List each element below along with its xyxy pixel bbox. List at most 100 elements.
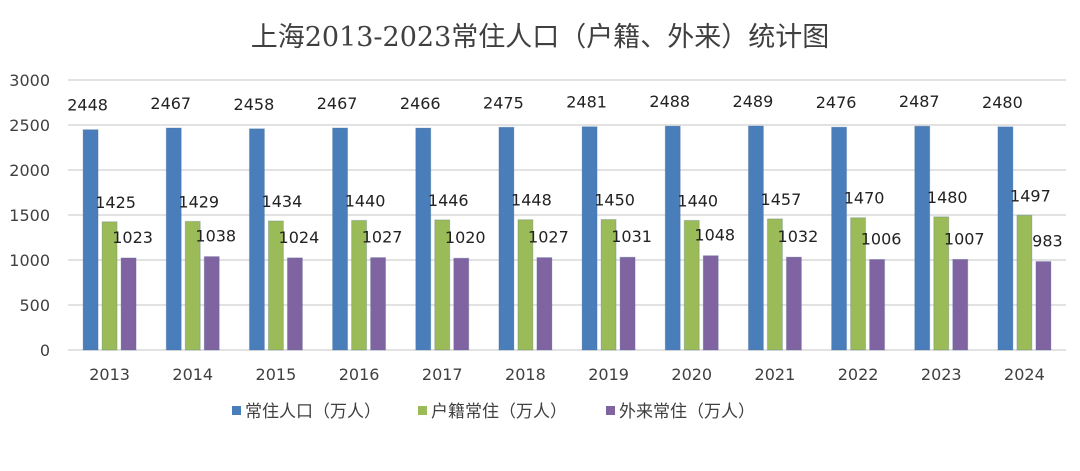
- data-label: 1006: [861, 229, 902, 248]
- x-tick-label: 2015: [256, 365, 297, 384]
- bar-2: [453, 257, 470, 351]
- bar-2: [702, 255, 719, 351]
- x-tick-label: 2013: [89, 365, 130, 384]
- data-label: 1020: [445, 228, 486, 247]
- bar-2: [785, 256, 802, 351]
- bar-0: [664, 125, 681, 351]
- x-tick-label: 2019: [588, 365, 629, 384]
- bar-1: [683, 219, 700, 351]
- data-label: 2481: [566, 93, 607, 112]
- data-label: 2487: [899, 92, 940, 111]
- bar-1: [600, 219, 617, 351]
- data-label: 2466: [400, 94, 441, 113]
- bar-2: [286, 257, 303, 351]
- data-labels: 2448 1425 1023 2467 1429 1038 2458 1434 1024 2467…: [67, 92, 1062, 251]
- data-label: 1032: [778, 227, 819, 246]
- data-label: 1023: [112, 228, 153, 247]
- data-label: 2475: [483, 93, 524, 112]
- y-tick-label: 3000: [9, 71, 50, 90]
- legend: 常住人口（万人） 户籍常住（万人） 外来常住（万人）: [232, 402, 755, 422]
- bar-2: [203, 256, 220, 351]
- data-label: 1440: [677, 191, 718, 210]
- data-label: 1434: [262, 192, 303, 211]
- chart-title: 上海2013-2023常住人口（户籍、外来）统计图: [251, 22, 830, 53]
- y-tick-label: 1500: [9, 206, 50, 225]
- y-tick-label: 500: [19, 296, 50, 315]
- bar-0: [498, 126, 515, 351]
- data-label: 1457: [761, 190, 802, 209]
- data-label: 1031: [611, 227, 652, 246]
- bar-0: [82, 129, 99, 351]
- x-axis-ticks: 2013 2014 2015 2016 2017 2018 2019 2020 2021 2022…: [89, 365, 1045, 384]
- legend-label: 户籍常住（万人）: [431, 402, 567, 422]
- y-tick-label: 2000: [9, 161, 50, 180]
- bar-1: [267, 220, 284, 351]
- legend-label: 外来常住（万人）: [619, 402, 755, 422]
- legend-swatch: [606, 406, 615, 415]
- bar-1: [351, 219, 368, 351]
- x-tick-label: 2023: [921, 365, 962, 384]
- bars: [82, 125, 1052, 351]
- data-label: 2458: [234, 95, 275, 114]
- gridlines: [68, 79, 1066, 351]
- bar-1: [434, 219, 451, 351]
- data-label: 2480: [982, 93, 1023, 112]
- x-tick-label: 2017: [422, 365, 463, 384]
- y-axis-ticks: 0 500 1000 1500 2000 2500 3000: [9, 71, 50, 360]
- bar-2: [536, 257, 553, 351]
- x-tick-label: 2014: [172, 365, 213, 384]
- x-tick-label: 2016: [339, 365, 380, 384]
- bar-1: [101, 221, 118, 351]
- bar-2: [1035, 261, 1052, 351]
- bar-0: [914, 125, 931, 351]
- bar-0: [332, 127, 349, 351]
- x-tick-label: 2024: [1004, 365, 1045, 384]
- data-label: 2467: [317, 94, 358, 113]
- data-label: 1450: [594, 191, 635, 210]
- y-tick-label: 2500: [9, 116, 50, 135]
- bar-1: [184, 220, 201, 351]
- data-label: 1470: [844, 189, 885, 208]
- x-tick-label: 2020: [671, 365, 712, 384]
- x-tick-label: 2022: [838, 365, 879, 384]
- data-label: 2448: [67, 96, 108, 115]
- data-label: 1048: [694, 226, 735, 245]
- bar-2: [952, 258, 969, 351]
- bar-0: [747, 125, 764, 351]
- legend-label: 常住人口（万人）: [245, 402, 381, 422]
- bar-2: [869, 258, 886, 351]
- data-label: 1425: [95, 193, 136, 212]
- bar-0: [831, 126, 848, 351]
- bar-1: [517, 219, 534, 351]
- data-label: 1027: [528, 228, 569, 247]
- bar-1: [933, 216, 950, 351]
- data-label: 2467: [150, 94, 191, 113]
- data-label: 1480: [927, 188, 968, 207]
- bar-0: [581, 126, 598, 351]
- bar-0: [997, 126, 1014, 351]
- bar-2: [619, 256, 636, 351]
- bar-0: [415, 127, 432, 351]
- legend-swatch: [232, 406, 241, 415]
- data-label: 2489: [733, 92, 774, 111]
- data-label: 1446: [428, 191, 469, 210]
- x-tick-label: 2021: [755, 365, 796, 384]
- data-label: 1429: [178, 192, 219, 211]
- y-tick-label: 1000: [9, 251, 50, 270]
- legend-swatch: [418, 406, 427, 415]
- bar-2: [120, 257, 137, 351]
- data-label: 1440: [345, 191, 386, 210]
- data-label: 983: [1032, 232, 1063, 251]
- data-label: 1024: [279, 228, 320, 247]
- bar-0: [248, 128, 265, 351]
- data-label: 1038: [195, 227, 236, 246]
- data-label: 1448: [511, 191, 552, 210]
- y-tick-label: 0: [40, 341, 50, 360]
- bar-1: [1016, 214, 1033, 351]
- data-label: 1027: [362, 228, 403, 247]
- data-label: 2488: [649, 92, 690, 111]
- bar-0: [165, 127, 182, 351]
- data-label: 1007: [944, 229, 985, 248]
- data-label: 1497: [1010, 186, 1051, 205]
